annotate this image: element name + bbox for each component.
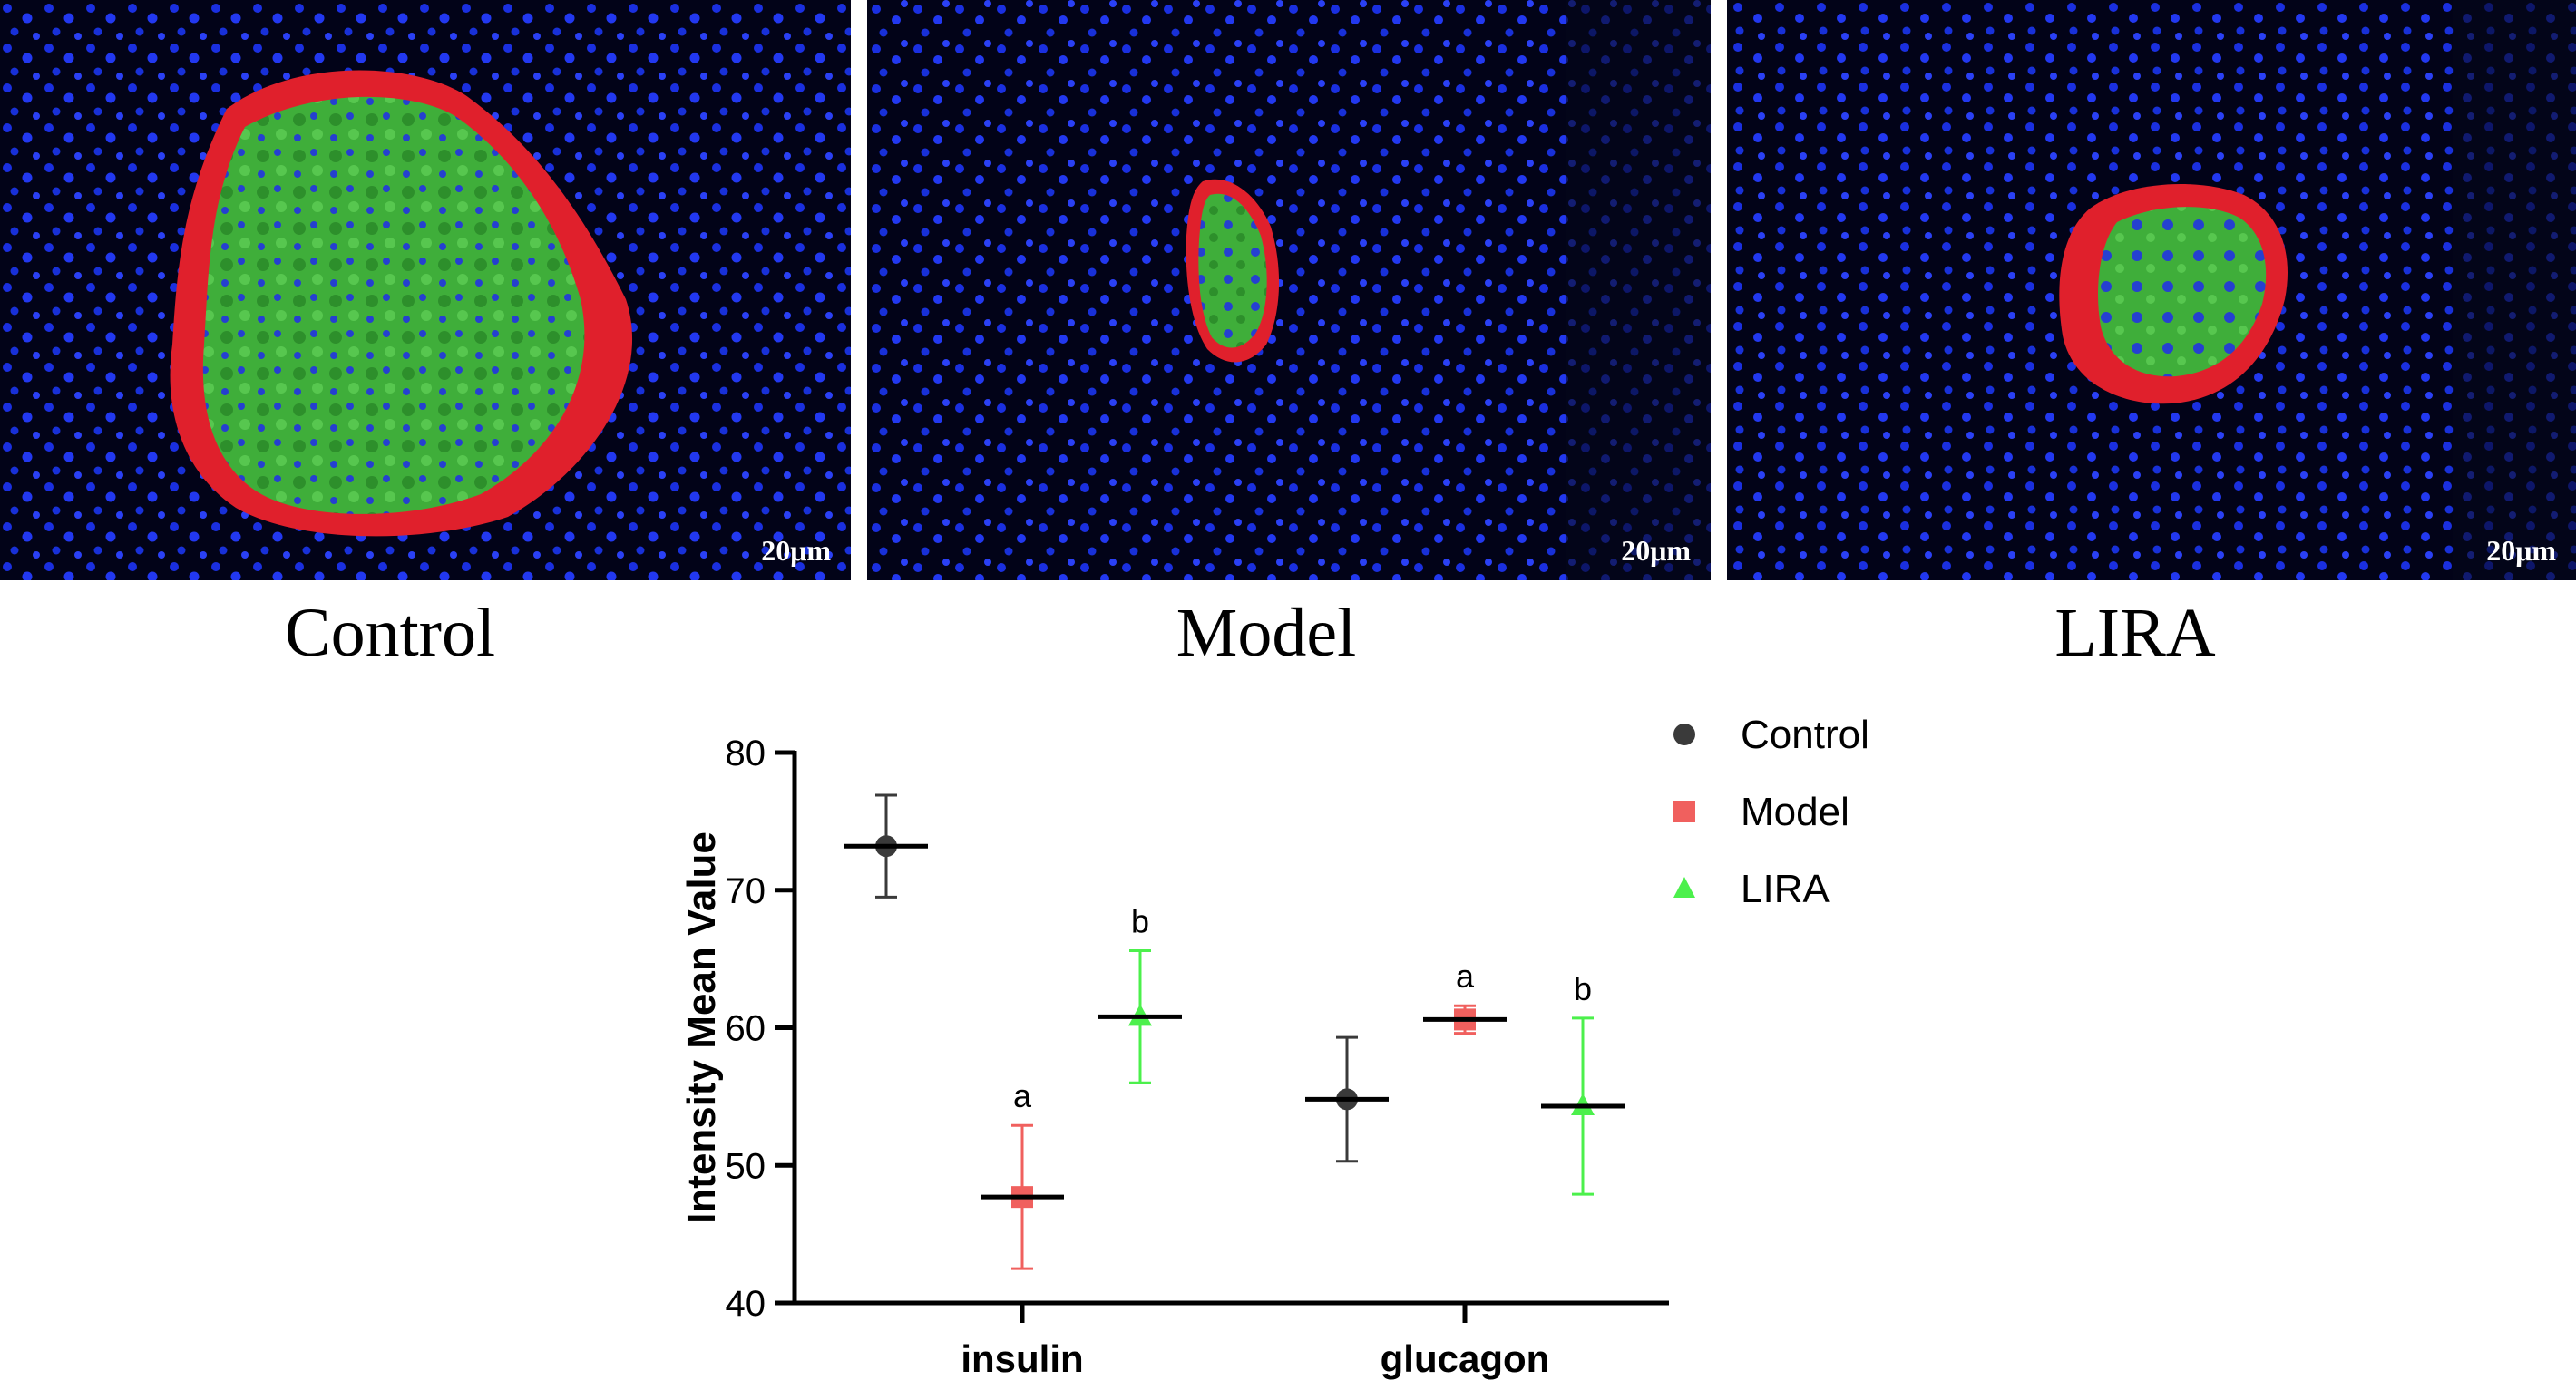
micrograph-model: 20μm: [867, 0, 1711, 580]
data-point-model: a: [1423, 957, 1507, 1035]
y-tick-label: 70: [726, 871, 766, 911]
micrograph-control-image: [0, 0, 851, 580]
x-category-label: glucagon: [1381, 1337, 1550, 1380]
scale-bar-label: 20μm: [1621, 534, 1691, 567]
data-point-model: a: [981, 1077, 1064, 1270]
micrograph-control: 20μm: [0, 0, 851, 580]
legend-label: Control: [1741, 713, 1869, 757]
legend-item-model: Model: [1673, 790, 1849, 834]
legend-label: LIRA: [1741, 867, 1830, 911]
scale-bar-label: 20μm: [2486, 534, 2556, 567]
micrograph-model-image: [867, 0, 1711, 580]
y-tick-label: 60: [726, 1009, 766, 1049]
chart-marks: a a b b: [844, 793, 1625, 1270]
significance-label: a: [1456, 957, 1475, 995]
intensity-chart: 40 50 60 70 80 Intensity Mean Value insulin glu…: [679, 713, 1869, 1380]
data-point-control: [844, 793, 928, 899]
panel-label-lira: LIRA: [2054, 595, 2216, 671]
significance-label: b: [1131, 903, 1149, 940]
panel-label-control: Control: [284, 595, 496, 671]
scale-bar-label: 20μm: [761, 534, 831, 567]
y-tick-label: 40: [726, 1284, 766, 1324]
panel-label-model: Model: [1176, 595, 1357, 671]
significance-label: a: [1013, 1077, 1032, 1114]
x-category-label: insulin: [961, 1337, 1083, 1380]
legend-marker-circle: [1673, 724, 1695, 745]
y-axis-title: Intensity Mean Value: [679, 831, 724, 1224]
significance-label: b: [1574, 970, 1592, 1007]
chart-legend: Control Model LIRA: [1673, 713, 1869, 911]
data-point-lira: b: [1098, 903, 1182, 1084]
legend-marker-triangle: [1673, 877, 1695, 898]
legend-marker-square: [1673, 801, 1695, 822]
data-point-lira: b: [1541, 970, 1625, 1196]
y-tick-label: 50: [726, 1146, 766, 1186]
legend-item-control: Control: [1673, 713, 1869, 757]
legend-label: Model: [1741, 790, 1849, 834]
data-point-control: [1305, 1035, 1389, 1163]
chart-axes: 40 50 60 70 80 Intensity Mean Value insulin glu…: [679, 734, 1669, 1380]
y-tick-label: 80: [726, 734, 766, 773]
micrograph-lira: 20μm: [1727, 0, 2576, 580]
legend-item-lira: LIRA: [1673, 867, 1830, 911]
micrograph-lira-image: [1727, 0, 2576, 580]
